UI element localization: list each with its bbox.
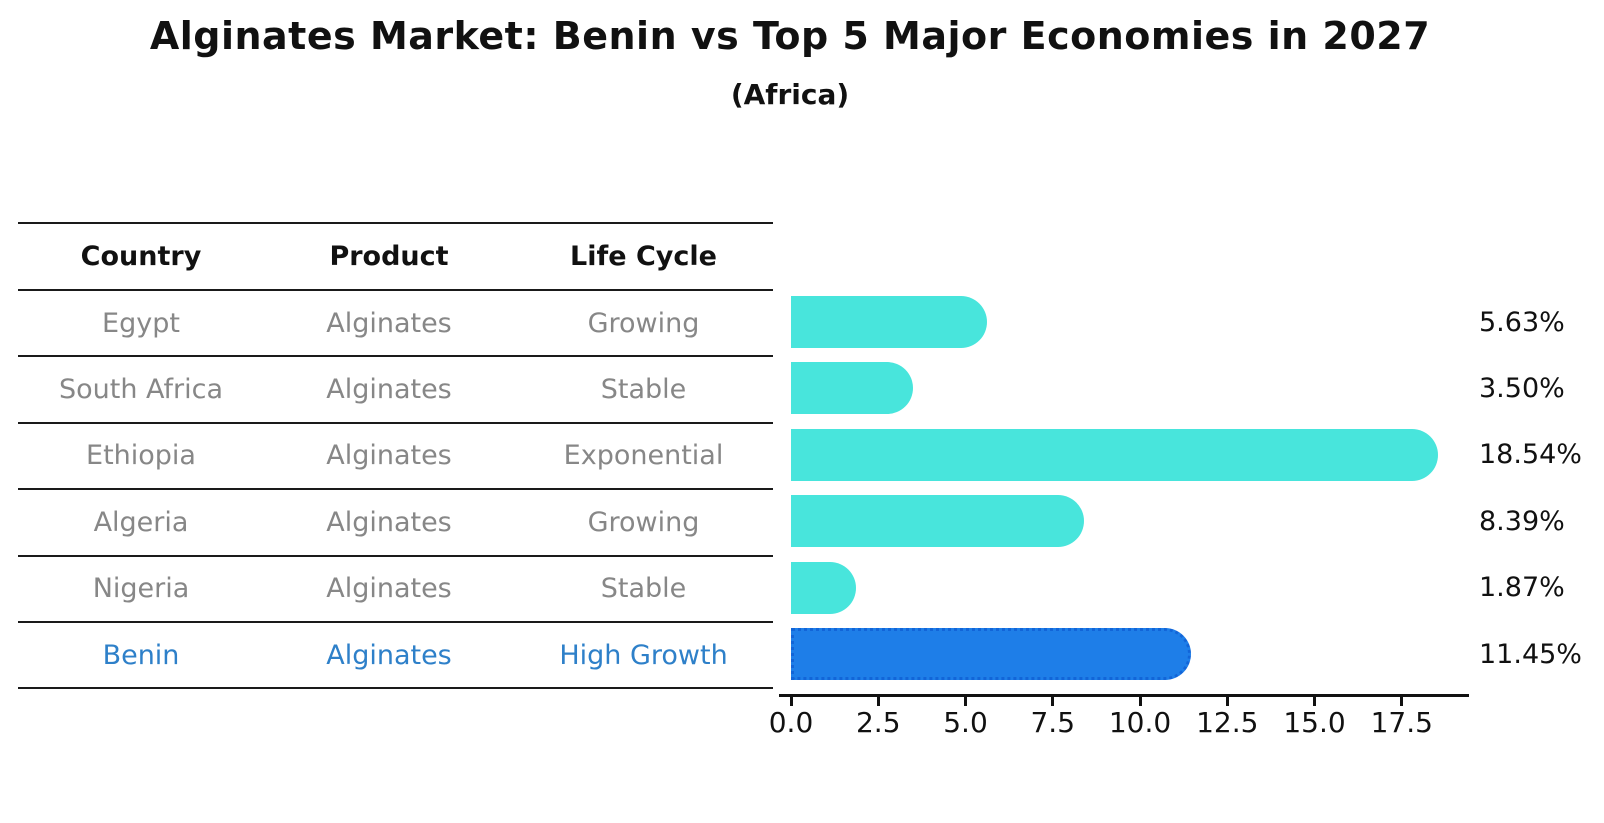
x-tick-label: 7.5 [1030,706,1076,739]
cell-country: Nigeria [92,573,190,605]
cell-country: Ethiopia [86,440,196,472]
x-tick-label: 17.5 [1370,706,1433,739]
x-tick-label: 12.5 [1196,706,1259,739]
bar-nigeria [791,561,857,614]
table-row-benin: Benin Alginates High Growth [18,623,773,690]
bar-algeria [791,495,1084,548]
bar-benin [791,628,1191,680]
x-tick-label: 15.0 [1283,706,1346,739]
value-label-ethiopia: 18.54% [1479,439,1582,471]
cell-life-cycle: Stable [600,374,687,406]
x-tick [1138,697,1142,706]
x-tick-label: 0.0 [768,706,814,739]
table-row-nigeria: Nigeria Alginates Stable [18,557,773,623]
x-axis-line [779,694,1469,697]
x-tick [876,697,880,706]
table-row-south-africa: South Africa Alginates Stable [18,357,773,424]
bar-egypt [791,296,988,348]
value-label-egypt: 5.63% [1479,306,1565,338]
x-tick [1313,697,1316,706]
cell-product: Alginates [326,440,452,472]
cell-life-cycle: Stable [600,573,687,605]
table-row-ethiopia: Ethiopia Alginates Exponential [18,424,773,491]
cell-product: Alginates [326,307,452,339]
x-tick [1400,697,1404,706]
x-tick-label: 2.5 [855,706,901,739]
cell-life-cycle: High Growth [559,639,728,671]
value-label-south-africa: 3.50% [1479,372,1565,404]
value-label-algeria: 8.39% [1479,505,1565,537]
column-header-country: Country [80,241,202,272]
x-tick-label: 5.0 [943,706,988,739]
cell-life-cycle: Exponential [563,440,724,472]
page-title: Alginates Market: Benin vs Top 5 Major E… [149,14,1431,58]
bar-ethiopia [791,428,1439,481]
country-table: Country Product Life Cycle Egypt Alginate… [18,222,773,690]
cell-country: South Africa [58,374,224,406]
cell-country: Algeria [93,506,189,538]
cell-country: Egypt [102,307,180,339]
x-tick [789,697,793,706]
table-row-egypt: Egypt Alginates Growing [18,291,773,358]
cell-life-cycle: Growing [587,506,700,538]
cell-life-cycle: Growing [587,307,700,339]
cell-product: Alginates [326,506,452,538]
value-label-benin: 11.45% [1479,638,1582,670]
table-row-algeria: Algeria Alginates Growing [18,490,773,557]
table-header-row: Country Product Life Cycle [18,224,773,291]
cell-product: Alginates [326,573,452,605]
bar-south-africa [791,362,914,415]
x-tick [1225,697,1229,706]
page-subtitle: (Africa) [730,78,850,111]
table-body: Egypt Alginates Growing South Africa Alginat… [18,291,773,690]
value-label-nigeria: 1.87% [1479,572,1565,604]
column-header-life-cycle: Life Cycle [570,241,717,272]
x-tick [1051,697,1055,706]
x-tick [964,697,967,706]
cell-product: Alginates [326,639,452,671]
cell-country: Benin [102,639,180,671]
column-header-product: Product [329,241,449,272]
cell-product: Alginates [326,374,452,406]
x-tick-label: 10.0 [1108,706,1172,739]
